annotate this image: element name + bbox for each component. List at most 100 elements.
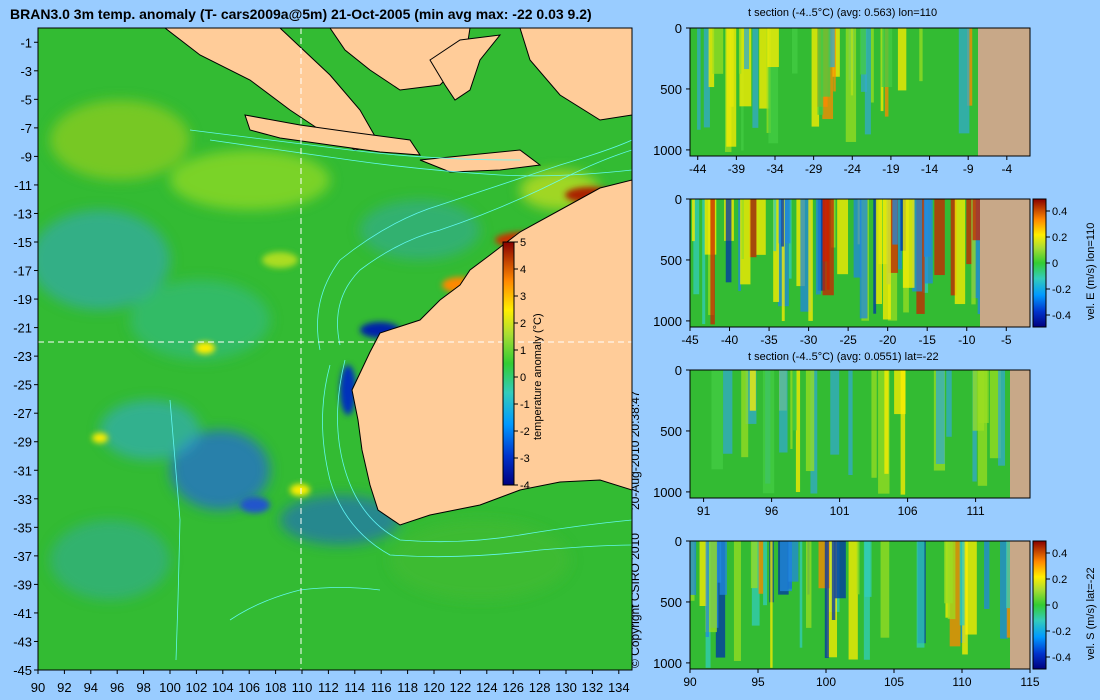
map-y-tick-label: -39 (13, 577, 32, 592)
section-y-tick-label: 0 (675, 192, 682, 207)
map-x-tick-label: 118 (397, 680, 418, 695)
section-band (805, 370, 815, 472)
map-x-tick-label: 90 (31, 680, 45, 695)
section-x-tick-label: -5 (1001, 333, 1012, 347)
section-band (691, 199, 695, 242)
section-band (811, 28, 820, 127)
t-section-lat-land (1010, 370, 1030, 498)
section-band (892, 199, 898, 245)
section-y-tick-label: 1000 (653, 656, 682, 671)
t-section-lat-title: t section (-4..5°C) (avg: 0.0551) lat=-2… (748, 351, 939, 363)
map-x-tick-label: 126 (502, 680, 524, 695)
section-band (998, 370, 1006, 466)
vel-colorbar-tick-label: 0.4 (1052, 206, 1067, 218)
section-band (818, 541, 830, 589)
section-y-tick-label: 1000 (653, 314, 682, 329)
section-x-tick-label: -10 (958, 333, 976, 347)
map-y-tick-label: -27 (13, 406, 32, 421)
t-section-lon110-axes: -44 -39 -34 -29 -24 -19 -14 -9 -4 0 500 1000 (653, 21, 1012, 176)
t-section-lat-axes: 91 96 101 106 111 0 500 1000 (653, 363, 985, 518)
map-x-tick-label: 114 (344, 680, 365, 695)
t-section-lat-frame (689, 369, 1031, 499)
map-y-tick-label: -43 (13, 634, 32, 649)
map-y-tick-label: -7 (20, 121, 32, 136)
section-y-tick-label: 500 (660, 82, 682, 97)
section-band (924, 199, 933, 284)
section-band (762, 370, 775, 494)
t-section-lon110-land (978, 28, 1030, 156)
section-x-tick-label: 115 (1020, 675, 1039, 689)
vel-e-section-land (980, 199, 1030, 327)
map-frame (37, 27, 633, 671)
map-y-tick-label: -31 (13, 463, 32, 478)
map-colorbar-tick-label: 0 (520, 372, 526, 384)
section-band (738, 28, 742, 74)
vel-s-section-bands (690, 541, 1017, 668)
vel-colorbar-tick-label: 0.2 (1052, 232, 1067, 244)
map-x-tick-label: 96 (110, 680, 124, 695)
map-y-tick-label: -1 (20, 35, 32, 50)
vel-s-colorbar-label: vel. S (m/s) lat=-22 (1085, 567, 1097, 660)
section-band (759, 28, 771, 109)
vel-e-colorbar (1032, 198, 1047, 328)
section-band (800, 199, 812, 312)
section-band (808, 199, 813, 321)
section-band (894, 370, 906, 415)
vel-colorbar-tick-label: 0.4 (1052, 548, 1067, 560)
vel-colorbar-tick-label: -0.2 (1052, 626, 1071, 638)
section-y-tick-label: 1000 (653, 143, 682, 158)
section-band (853, 199, 863, 278)
section-band (837, 199, 849, 275)
map-y-tick-label: -35 (13, 520, 32, 535)
section-band (977, 199, 981, 315)
bathymetry-contours (169, 129, 632, 661)
main-title: BRAN3.0 3m temp. anomaly (T- cars2009a@5… (10, 6, 592, 22)
section-band (958, 28, 970, 134)
section-band (792, 370, 797, 431)
vel-colorbar-tick-label: 0.2 (1052, 574, 1067, 586)
map-x-tick-label: 128 (529, 680, 551, 695)
section-band (873, 199, 877, 314)
section-x-tick-label: 110 (952, 675, 971, 689)
vel-colorbar-tick-label: -0.2 (1052, 284, 1071, 296)
section-band (781, 199, 784, 247)
map-x-tick-label: 110 (292, 680, 313, 695)
section-y-tick-label: 0 (675, 363, 682, 378)
section-band (770, 541, 773, 668)
map-colorbar-tick-label: 3 (520, 291, 526, 303)
map-x-axis: 90 92 94 96 98 100 102 104 106 108 110 112 114 116 118… (31, 670, 630, 695)
section-band (768, 28, 779, 144)
map-y-tick-label: -29 (13, 435, 32, 450)
map-x-tick-label: 132 (582, 680, 604, 695)
section-x-tick-label: -4 (1001, 162, 1012, 176)
section-band (966, 199, 974, 265)
section-band (703, 28, 710, 128)
section-band (693, 199, 700, 295)
section-x-tick-label: -24 (844, 162, 862, 176)
section-x-tick-label: -19 (882, 162, 900, 176)
section-x-tick-label: 96 (765, 504, 779, 518)
t-section-lon110-bands (697, 28, 973, 153)
section-x-tick-label: -9 (963, 162, 974, 176)
vel-s-section-lat-22-panel: 90 95 100 105 110 115 0 500 1000 0.4 0.2 0 -0.2 -0.4 (653, 534, 1071, 689)
section-band (788, 541, 799, 582)
section-band (705, 541, 717, 633)
section-band (965, 541, 977, 635)
section-band (750, 541, 758, 589)
anomaly-field (38, 100, 620, 600)
section-x-tick-label: -34 (766, 162, 784, 176)
section-band (935, 370, 945, 464)
map-x-tick-label: 92 (57, 680, 71, 695)
section-band (741, 370, 749, 458)
section-band (834, 541, 846, 599)
sumatra-landmass (164, 28, 381, 151)
section-band (831, 541, 836, 620)
section-band (712, 28, 724, 74)
section-band (912, 199, 923, 292)
section-x-tick-label: 101 (830, 504, 850, 518)
section-band (962, 541, 968, 655)
map-x-tick-label: 134 (608, 680, 630, 695)
section-band (864, 28, 871, 135)
section-band (880, 541, 890, 638)
section-band (848, 541, 858, 660)
